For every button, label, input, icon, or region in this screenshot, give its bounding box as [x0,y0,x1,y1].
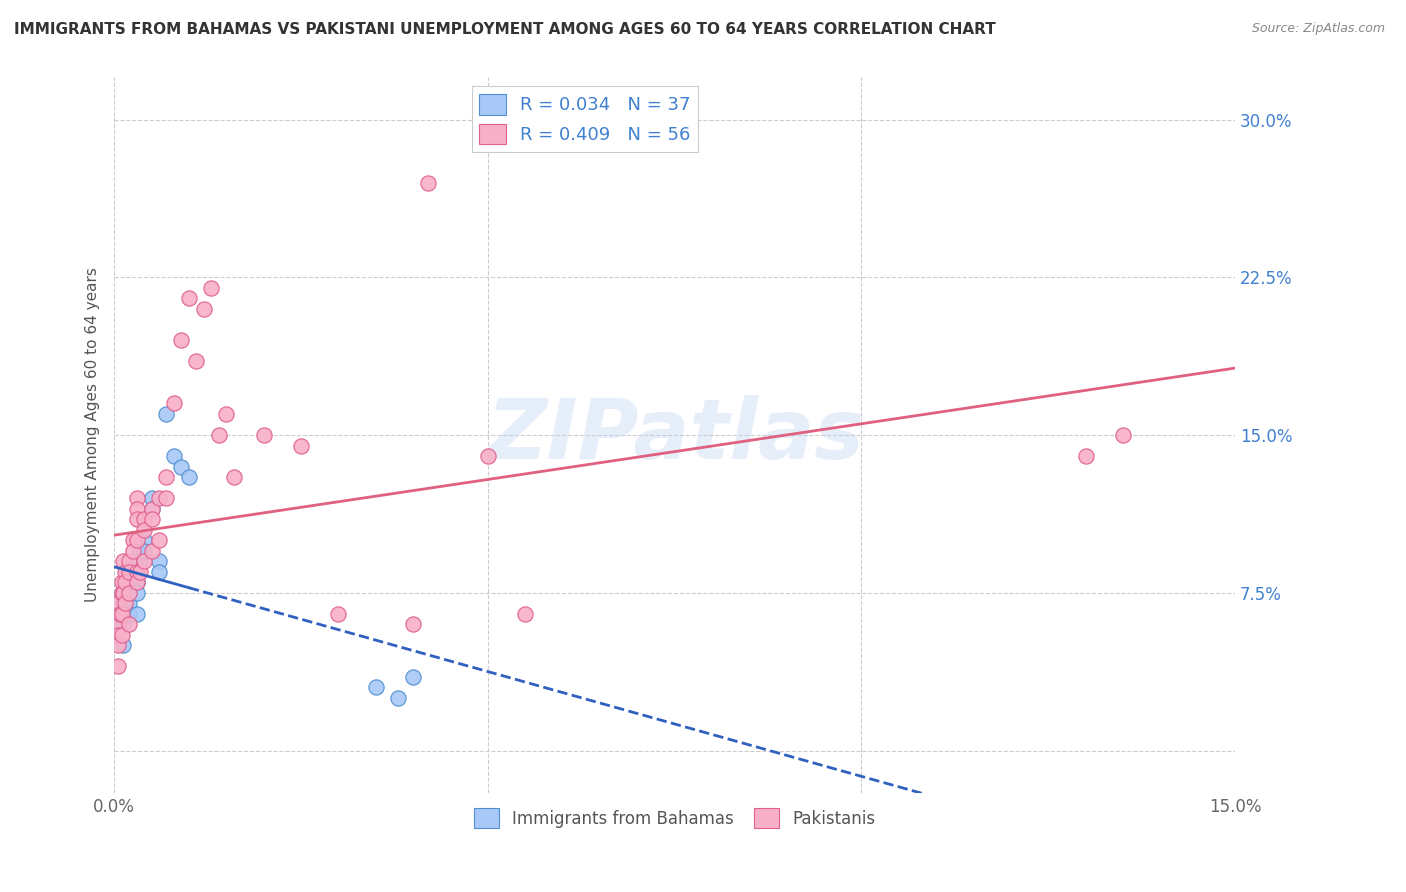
Text: Source: ZipAtlas.com: Source: ZipAtlas.com [1251,22,1385,36]
Point [107,659,129,673]
Point [122,575,145,590]
Point [125,575,148,590]
Point [155,407,177,421]
Point [118,586,141,600]
Point [177,291,200,305]
Point [111,607,134,621]
Point [253,428,276,442]
Point [118,617,141,632]
Point [132,543,155,558]
Point [118,575,141,590]
Point [112,586,135,600]
Point [125,575,148,590]
Point [118,607,141,621]
Point [111,575,134,590]
Point [141,501,163,516]
Point [148,565,170,579]
Point [170,334,193,348]
Point [148,533,170,548]
Point [193,301,215,316]
Point [107,596,129,610]
Y-axis label: Unemployment Among Ages 60 to 64 years: Unemployment Among Ages 60 to 64 years [86,268,100,602]
Point [111,607,134,621]
Point [132,512,155,526]
Point [132,533,155,548]
Point [155,491,177,505]
Point [111,586,134,600]
Point [114,596,136,610]
Point [111,628,134,642]
Point [114,575,136,590]
Text: IMMIGRANTS FROM BAHAMAS VS PAKISTANI UNEMPLOYMENT AMONG AGES 60 TO 64 YEARS CORR: IMMIGRANTS FROM BAHAMAS VS PAKISTANI UNE… [14,22,995,37]
Point [416,176,439,190]
Point [125,565,148,579]
Point [125,575,148,590]
Point [118,554,141,568]
Point [118,596,141,610]
Point [107,639,129,653]
Point [141,491,163,505]
Point [107,617,129,632]
Point [387,691,409,706]
Point [402,670,425,684]
Point [122,543,145,558]
Point [129,554,152,568]
Point [125,565,148,579]
Point [141,501,163,516]
Point [364,681,387,695]
Point [125,607,148,621]
Point [215,407,238,421]
Point [163,396,186,410]
Point [112,596,135,610]
Point [170,459,193,474]
Point [122,533,145,548]
Point [114,586,136,600]
Point [132,554,155,568]
Point [114,596,136,610]
Point [290,439,312,453]
Point [118,586,141,600]
Legend: Immigrants from Bahamas, Pakistanis: Immigrants from Bahamas, Pakistanis [467,802,882,834]
Point [222,470,245,484]
Point [125,533,148,548]
Point [118,565,141,579]
Point [208,428,231,442]
Point [122,554,145,568]
Point [108,607,131,621]
Point [125,501,148,516]
Point [1112,428,1135,442]
Point [328,607,350,621]
Point [163,449,186,463]
Point [129,543,152,558]
Point [186,354,208,368]
Point [107,617,129,632]
Point [112,617,135,632]
Point [125,491,148,505]
Point [1074,449,1097,463]
Point [107,628,129,642]
Point [112,554,135,568]
Point [477,449,499,463]
Text: ZIPatlas: ZIPatlas [485,394,863,475]
Point [132,523,155,537]
Point [108,607,131,621]
Point [148,491,170,505]
Point [114,607,136,621]
Point [141,512,163,526]
Point [129,565,152,579]
Point [125,512,148,526]
Point [148,554,170,568]
Point [107,607,129,621]
Point [515,607,537,621]
Point [155,470,177,484]
Point [141,543,163,558]
Point [177,470,200,484]
Point [112,639,135,653]
Point [200,281,222,295]
Point [114,565,136,579]
Point [111,586,134,600]
Point [402,617,425,632]
Point [125,586,148,600]
